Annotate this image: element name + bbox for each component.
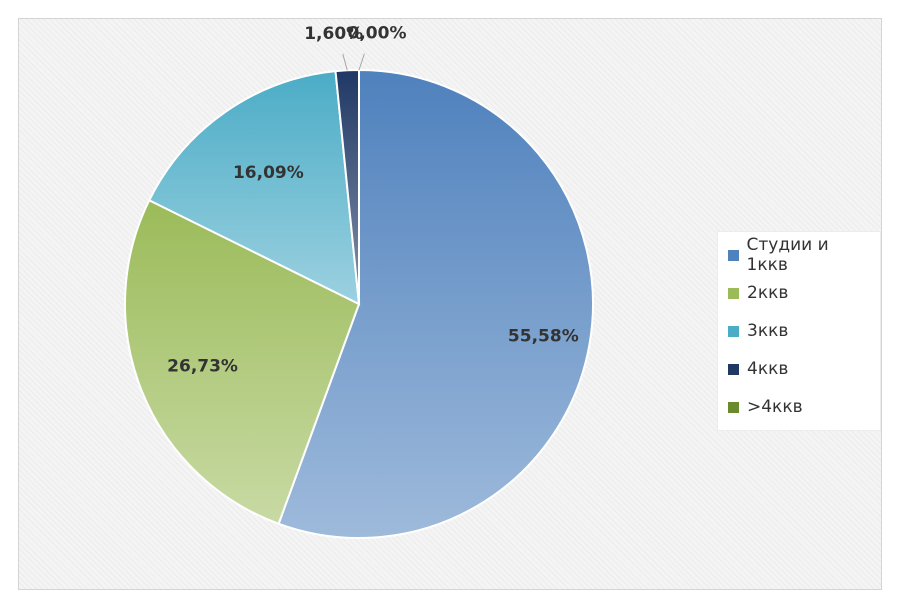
legend-swatch-studios	[728, 249, 739, 261]
legend-item-3room: 3ккв	[728, 312, 870, 350]
chart-area: 55,58% 26,73% 16,09% 1,60% 0,00% Студии и 1к…	[18, 18, 882, 590]
legend-swatch-3room	[728, 325, 739, 337]
legend-item-studios: Студии и 1ккв	[728, 235, 870, 275]
data-label-more4room: 0,00%	[348, 24, 407, 44]
pie-chart: 55,58% 26,73% 16,09% 1,60%0,00%	[124, 24, 594, 539]
data-label-4room: 1,60%	[304, 24, 363, 44]
slice-2room	[124, 198, 361, 526]
leader-line-4room	[342, 53, 348, 71]
legend-swatch-more4room	[728, 401, 739, 413]
legend-label-4room: 4ккв	[747, 359, 789, 379]
legend-item-more4room: >4ккв	[728, 388, 870, 426]
legend-label-more4room: >4ккв	[747, 397, 803, 417]
data-label-3room: 16,09%	[233, 163, 304, 183]
legend-swatch-4room	[728, 363, 739, 375]
legend-item-4room: 4ккв	[728, 350, 870, 388]
slice-studios	[277, 68, 594, 539]
data-label-studios: 55,58%	[508, 327, 579, 347]
legend: Студии и 1ккв 2ккв 3ккв 4ккв >4ккв	[717, 231, 881, 431]
legend-label-studios: Студии и 1ккв	[746, 235, 829, 275]
leader-line-more4room	[358, 53, 365, 71]
legend-item-2room: 2ккв	[728, 274, 870, 312]
legend-label-3room: 3ккв	[747, 321, 789, 341]
legend-swatch-2room	[728, 287, 739, 299]
slice-3room	[147, 70, 361, 306]
data-label-2room: 26,73%	[167, 357, 238, 377]
legend-label-2room: 2ккв	[747, 283, 789, 303]
